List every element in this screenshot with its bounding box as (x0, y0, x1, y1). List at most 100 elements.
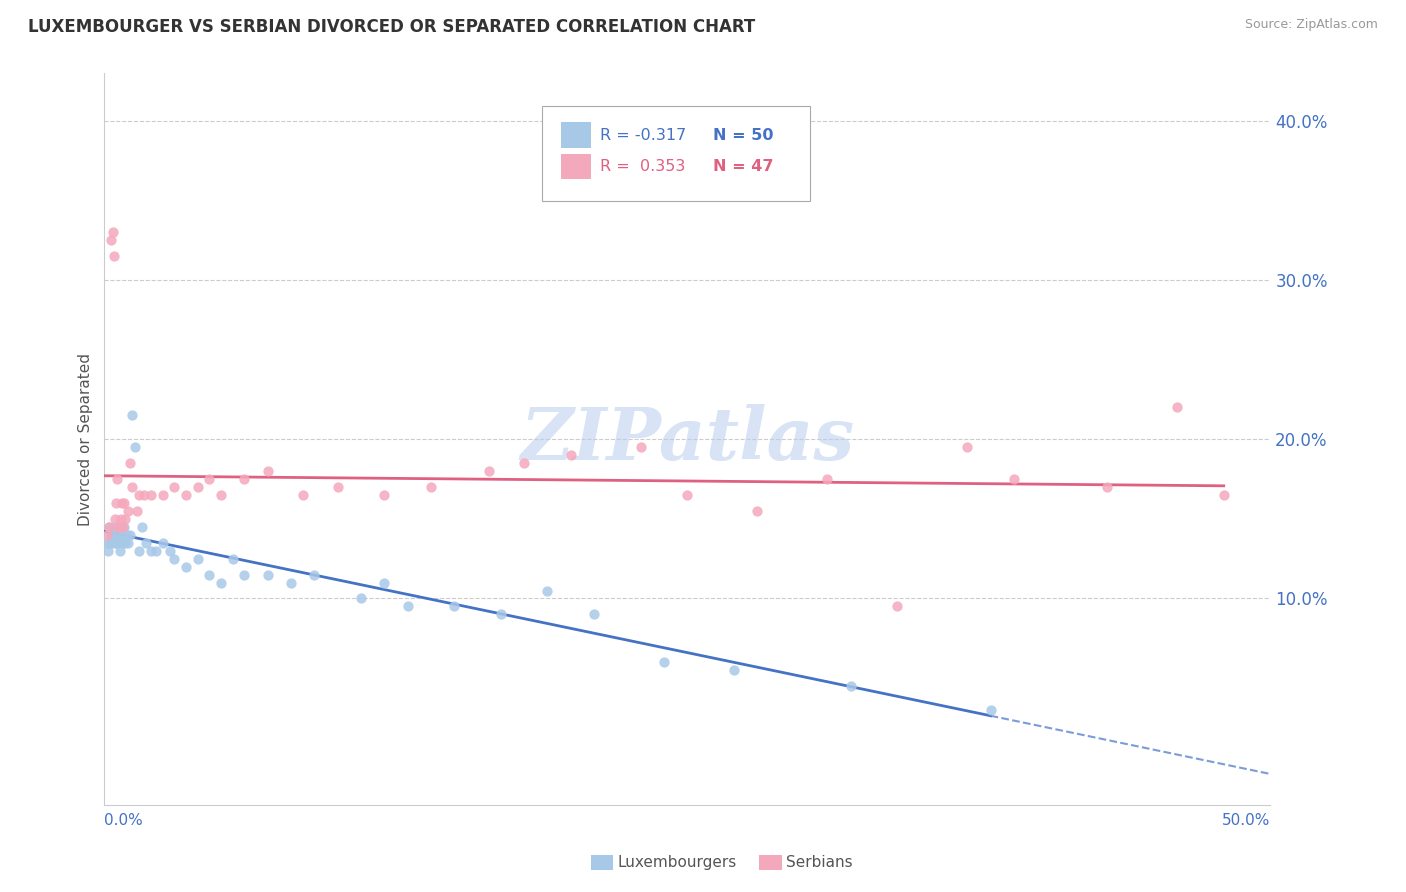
Point (419, 480, 441, 494)
Point (112, 520, 135, 534)
Point (630, 440, 652, 454)
Point (111, 496, 134, 510)
Text: R = -0.317: R = -0.317 (600, 128, 686, 143)
Text: ZIPatlas: ZIPatlas (520, 404, 855, 475)
Point (747, 504, 769, 518)
Point (676, 488, 699, 502)
Point (956, 440, 979, 454)
Text: 0.0%: 0.0% (104, 814, 143, 829)
Point (100, 233, 122, 247)
Point (233, 472, 256, 486)
Point (100, 528, 122, 542)
Point (131, 520, 153, 534)
Text: Serbians: Serbians (786, 855, 852, 870)
Text: Source: ZipAtlas.com: Source: ZipAtlas.com (1244, 18, 1378, 31)
Point (125, 504, 148, 518)
Point (396, 599, 419, 614)
Point (443, 599, 465, 614)
Point (114, 535, 136, 549)
Point (107, 520, 129, 534)
Point (104, 512, 127, 526)
FancyBboxPatch shape (561, 153, 591, 179)
Point (128, 488, 150, 502)
Point (174, 559, 197, 574)
Text: R =  0.353: R = 0.353 (600, 160, 685, 174)
Point (839, 679, 862, 693)
Point (145, 543, 167, 558)
Point (105, 535, 128, 549)
Point (112, 496, 135, 510)
Point (128, 543, 150, 558)
Point (105, 472, 128, 486)
Text: N = 50: N = 50 (713, 128, 773, 143)
Point (97, 543, 120, 558)
Point (304, 567, 326, 582)
Point (118, 528, 141, 542)
Point (583, 607, 606, 622)
Point (105, 496, 128, 510)
Point (1166, 401, 1188, 415)
Point (373, 575, 395, 590)
Point (174, 488, 197, 502)
Point (98, 520, 121, 534)
Point (110, 520, 132, 534)
Point (114, 512, 136, 526)
Point (117, 535, 139, 549)
Point (152, 488, 174, 502)
Point (980, 703, 1002, 717)
Point (198, 567, 221, 582)
Point (373, 488, 395, 502)
Point (135, 535, 157, 549)
Point (121, 409, 143, 423)
Point (209, 575, 232, 590)
Point (478, 464, 501, 478)
Point (159, 543, 181, 558)
Point (489, 607, 512, 622)
Point (536, 583, 558, 598)
Text: 50.0%: 50.0% (1222, 814, 1271, 829)
Point (101, 535, 124, 549)
Point (105, 535, 128, 549)
Point (209, 488, 232, 502)
Point (560, 448, 582, 462)
Point (350, 591, 373, 606)
Point (111, 528, 134, 542)
Point (198, 472, 221, 486)
Point (163, 551, 186, 566)
Point (256, 567, 278, 582)
Point (96, 528, 118, 542)
Point (886, 599, 908, 614)
FancyBboxPatch shape (541, 106, 810, 202)
Point (112, 520, 135, 534)
Point (124, 440, 146, 454)
Point (513, 456, 536, 470)
Point (104, 520, 127, 534)
Text: Luxembourgers: Luxembourgers (617, 855, 737, 870)
Point (118, 456, 141, 470)
Text: N = 47: N = 47 (713, 160, 773, 174)
Point (98, 535, 121, 549)
Point (326, 480, 349, 494)
Point (103, 249, 125, 263)
Point (1212, 488, 1234, 502)
Point (233, 567, 256, 582)
Point (723, 663, 745, 677)
Text: LUXEMBOURGER VS SERBIAN DIVORCED OR SEPARATED CORRELATION CHART: LUXEMBOURGER VS SERBIAN DIVORCED OR SEPA… (28, 18, 755, 36)
Point (112, 535, 135, 549)
Point (187, 551, 209, 566)
Point (1095, 480, 1118, 494)
Point (221, 551, 243, 566)
Point (108, 520, 131, 534)
Point (291, 488, 314, 502)
Point (132, 488, 155, 502)
Point (96, 535, 118, 549)
Point (139, 488, 162, 502)
Point (110, 512, 132, 526)
Point (107, 528, 129, 542)
Point (1002, 472, 1025, 486)
Point (115, 528, 138, 542)
Point (121, 480, 143, 494)
Point (815, 472, 838, 486)
Point (101, 225, 124, 239)
Point (103, 528, 125, 542)
